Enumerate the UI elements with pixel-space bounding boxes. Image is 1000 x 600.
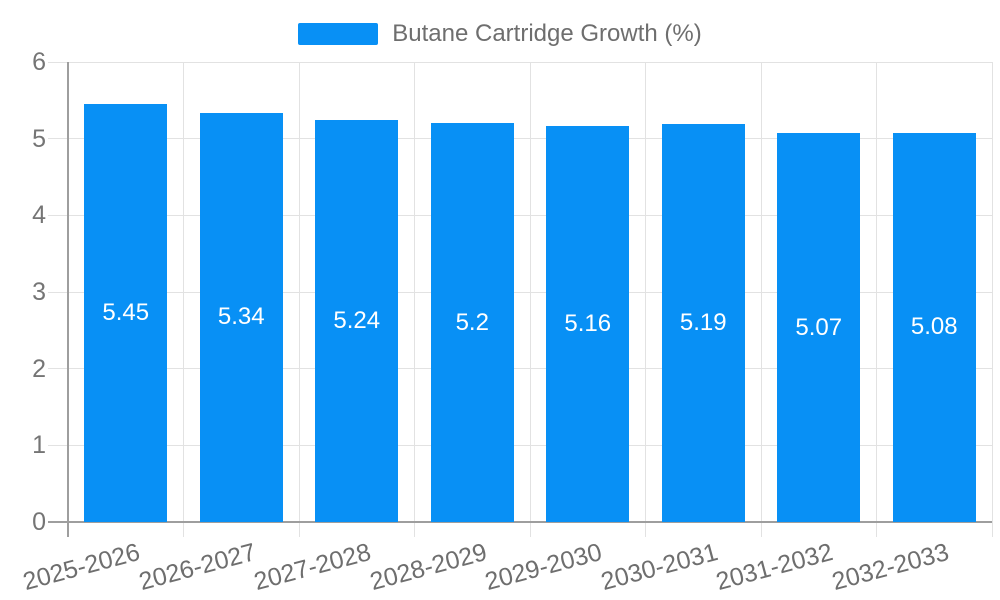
bar-2025-2026[interactable]: 5.45 [84, 104, 168, 522]
y-axis-tick-label: 3 [32, 278, 46, 306]
y-axis-tick-label: 2 [32, 354, 46, 383]
bar-value-label: 5.24 [333, 307, 381, 335]
y-axis-tick-label: 1 [32, 431, 46, 460]
legend-swatch-icon [298, 23, 379, 45]
x-axis-line [48, 521, 992, 523]
y-axis-tick-label: 0 [32, 508, 46, 536]
legend-label: Butane Cartridge Growth (%) [392, 20, 702, 47]
x-gridline [760, 62, 762, 537]
y-gridline [48, 368, 992, 370]
x-axis-tick-label: 2028-2029 [366, 538, 490, 596]
bar-2029-2030[interactable]: 5.16 [546, 126, 630, 522]
legend[interactable]: Butane Cartridge Growth (%) [0, 20, 1000, 48]
bar-2031-2032[interactable]: 5.07 [777, 133, 861, 522]
y-gridline [48, 444, 992, 446]
x-gridline [876, 62, 877, 537]
bar-2027-2028[interactable]: 5.24 [315, 120, 399, 522]
x-gridline [414, 62, 415, 537]
bar-value-label: 5.08 [910, 313, 958, 341]
x-gridline [645, 62, 646, 537]
x-axis-tick-label: 2032-2033 [828, 538, 952, 596]
bar-2026-2027[interactable]: 5.34 [199, 112, 283, 522]
x-gridline [529, 62, 531, 537]
plot-area: 0 1 2 3 4 5 6 5.45 5.34 5.24 5.2 5.16 5.19 5.07 5.08 20… [20, 48, 993, 596]
y-gridline [48, 61, 992, 63]
bar-value-label: 5.19 [679, 309, 727, 337]
x-gridline [991, 62, 993, 537]
y-axis-tick-label: 4 [32, 201, 46, 230]
x-axis-tick-label: 2025-2026 [20, 538, 143, 596]
bar-2028-2029[interactable]: 5.2 [430, 123, 514, 522]
bar-value-label: 5.34 [217, 303, 265, 331]
bar-2030-2031[interactable]: 5.19 [661, 124, 745, 522]
y-gridline [48, 138, 992, 140]
y-axis-tick-label: 5 [32, 124, 46, 153]
bar-2032-2033[interactable]: 5.08 [892, 132, 976, 522]
x-gridline [298, 62, 300, 537]
bar-value-label: 5.07 [795, 313, 843, 341]
bar-value-label: 5.45 [102, 299, 150, 327]
y-axis-line [67, 62, 69, 537]
y-axis-tick-label: 6 [32, 48, 46, 76]
x-axis-tick-label: 2029-2030 [482, 538, 605, 596]
x-axis-tick-label: 2026-2027 [135, 538, 259, 596]
x-axis-tick-label: 2027-2028 [251, 538, 374, 596]
bar-value-label: 5.16 [564, 310, 612, 338]
bar-value-label: 5.2 [455, 308, 489, 336]
x-axis-tick-label: 2031-2032 [713, 538, 836, 596]
x-axis-tick-label: 2030-2031 [597, 538, 721, 596]
x-gridline [183, 62, 184, 537]
y-gridline [48, 291, 992, 293]
y-gridline [48, 214, 992, 216]
